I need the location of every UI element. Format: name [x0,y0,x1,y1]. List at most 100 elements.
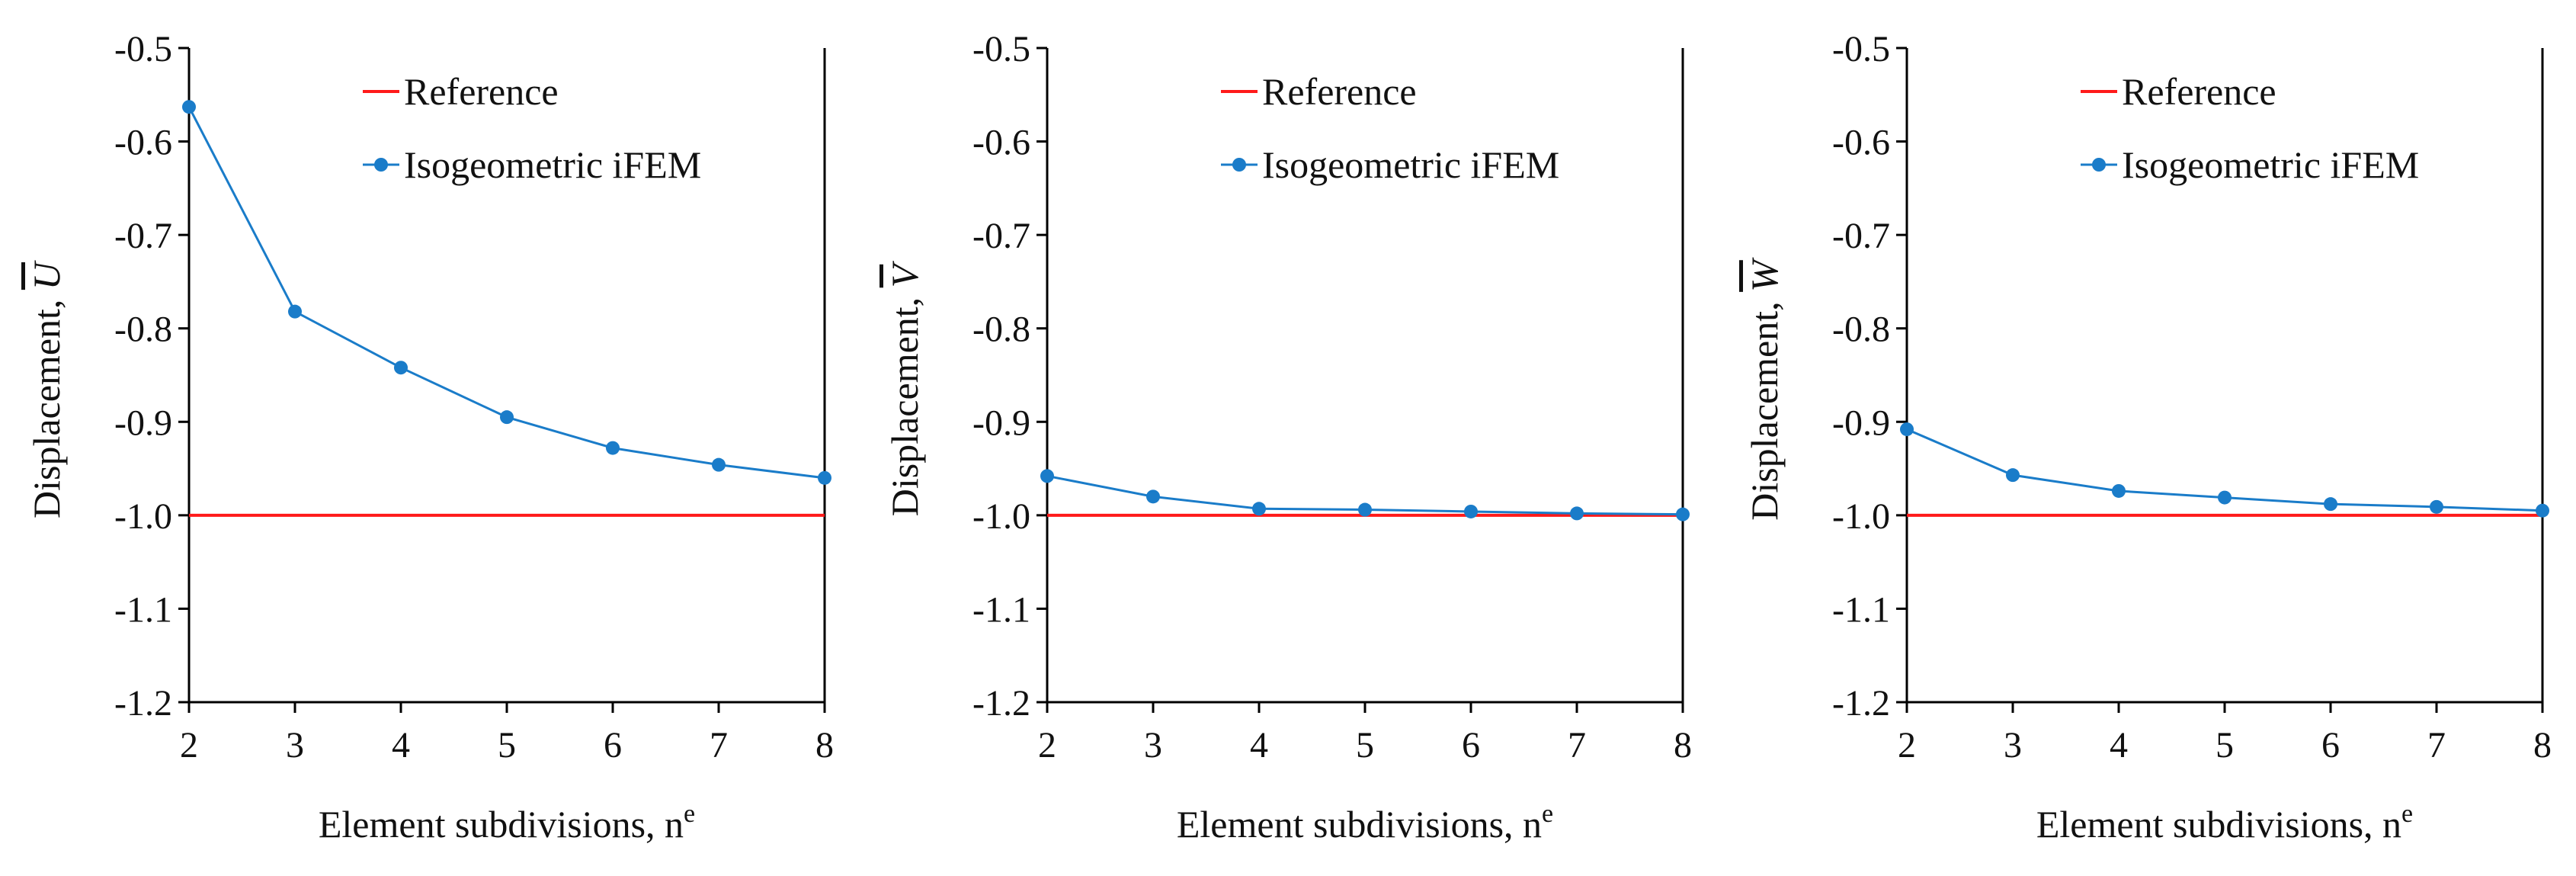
ifem-data-point [2112,483,2126,498]
legend-ifem-marker [1232,158,1246,172]
legend: Reference Isogeometric iFEM [1221,70,1559,186]
y-tick-label: -0.6 [114,123,172,163]
y-tick-label: -0.9 [972,403,1030,443]
y-tick-label: -1.1 [972,589,1030,630]
y-tick-label: -0.8 [972,310,1030,350]
ifem-data-point [1146,489,1160,504]
x-tick-label: 8 [1674,725,1692,765]
y-tick-label: -1.0 [972,496,1030,537]
ifem-data-point [1676,507,1690,521]
y-tick-label: -0.9 [1832,403,1890,443]
x-tick-label: 8 [815,725,834,765]
ifem-data-point [606,441,620,455]
y-tick-label: -1.2 [1832,683,1890,724]
ifem-data-point [500,410,514,425]
ifem-data-point [2430,499,2443,514]
ifem-data-point [1358,502,1372,517]
ifem-data-point [712,457,726,472]
y-axis-label-text: Displacement, [883,297,926,516]
y-tick-label: -1.2 [114,683,172,724]
ifem-data-point [2218,490,2232,505]
y-axis-label-text: Displacement, [25,300,68,518]
ifem-data-point [1040,469,1054,483]
x-axis-label: Element subdivisions, ne [319,800,695,846]
ifem-data-point [1900,422,1914,437]
x-tick-label: 5 [498,725,516,765]
y-tick-label: -0.6 [972,123,1030,163]
x-tick-label: 7 [710,725,728,765]
y-tick-label: -0.7 [114,216,172,256]
x-axis-label-superscript: e [2401,800,2413,828]
x-tick-label: 7 [2427,725,2446,765]
y-axis-label-text: Displacement, [1743,301,1786,520]
legend-reference-label: Reference [2122,70,2276,113]
ifem-data-point [2324,497,2337,512]
x-axis-label: Element subdivisions, ne [1177,800,1553,846]
y-axis-label-space [1743,292,1786,302]
x-tick-label: 8 [2533,725,2552,765]
ifem-data-point [394,361,408,375]
legend: Reference Isogeometric iFEM [363,70,701,186]
x-axis-label-text: Element subdivisions, n [319,803,684,846]
x-tick-label: 5 [1356,725,1374,765]
legend-ifem-label: Isogeometric iFEM [2122,143,2419,186]
x-tick-label: 3 [1144,725,1162,765]
y-tick-label: -0.9 [114,403,172,443]
y-tick-label: -0.5 [114,29,172,69]
y-tick-label: -0.6 [1832,123,1890,163]
x-tick-label: 4 [1250,725,1268,765]
legend-reference-label: Reference [404,70,559,113]
y-tick-label: -1.1 [1832,589,1890,630]
y-tick-label: -0.8 [1832,310,1890,350]
x-tick-label: 6 [1462,725,1480,765]
ifem-data-point [1464,504,1478,518]
x-tick-label: 3 [2004,725,2022,765]
x-axis-label-superscript: e [1542,800,1553,828]
x-tick-label: 5 [2216,725,2234,765]
legend: Reference Isogeometric iFEM [2081,70,2419,186]
x-tick-label: 6 [2321,725,2340,765]
y-tick-label: -0.5 [972,29,1030,69]
ifem-data-point [2006,468,2020,483]
chart-panel-1: -0.5 -0.6 -0.7 -0.8 -0.9 -1.0 -1.1 -1.22 3 4 5 6 7 8 E… [25,29,834,846]
ifem-data-point [288,304,302,319]
ifem-data-point [182,100,196,114]
y-axis-label-symbol: V [883,260,926,287]
chart-panel-3: -0.5 -0.6 -0.7 -0.8 -0.9 -1.0 -1.1 -1.22 3 4 5 6 7 8 E… [1743,29,2552,846]
x-tick-label: 2 [1038,725,1056,765]
x-tick-label: 2 [180,725,198,765]
x-axis-label-superscript: e [684,800,695,828]
y-axis-label-space [25,290,68,300]
y-axis-label-symbol: W [1743,257,1786,292]
y-axis-label: Displacement, U [25,260,68,518]
y-tick-label: -1.0 [114,496,172,537]
x-axis-label-text: Element subdivisions, n [1177,803,1542,846]
chart-panel-2: -0.5 -0.6 -0.7 -0.8 -0.9 -1.0 -1.1 -1.22 3 4 5 6 7 8 E… [883,29,1692,846]
ifem-data-point [1570,506,1584,521]
legend-ifem-label: Isogeometric iFEM [404,143,701,186]
y-axis-label: Displacement, W [1743,257,1786,521]
y-tick-label: -0.7 [972,216,1030,256]
y-axis-label-space [883,287,926,297]
ifem-data-point [818,470,831,485]
x-tick-label: 3 [286,725,304,765]
x-tick-label: 4 [2110,725,2128,765]
y-tick-label: -1.2 [972,683,1030,724]
y-tick-label: -1.0 [1832,496,1890,537]
x-tick-label: 6 [604,725,622,765]
x-axis-label-text: Element subdivisions, n [2036,803,2401,846]
legend-ifem-marker [374,158,388,172]
x-tick-label: 2 [1898,725,1916,765]
y-axis-label-symbol: U [25,260,68,290]
x-tick-label: 7 [1568,725,1586,765]
ifem-data-point [1252,502,1266,516]
y-tick-label: -1.1 [114,589,172,630]
x-tick-label: 4 [392,725,410,765]
x-axis-label: Element subdivisions, ne [2036,800,2413,846]
y-tick-label: -0.5 [1832,29,1890,69]
ifem-data-point [2536,503,2549,518]
y-axis-label: Displacement, V [883,260,926,516]
legend-reference-label: Reference [1262,70,1417,113]
